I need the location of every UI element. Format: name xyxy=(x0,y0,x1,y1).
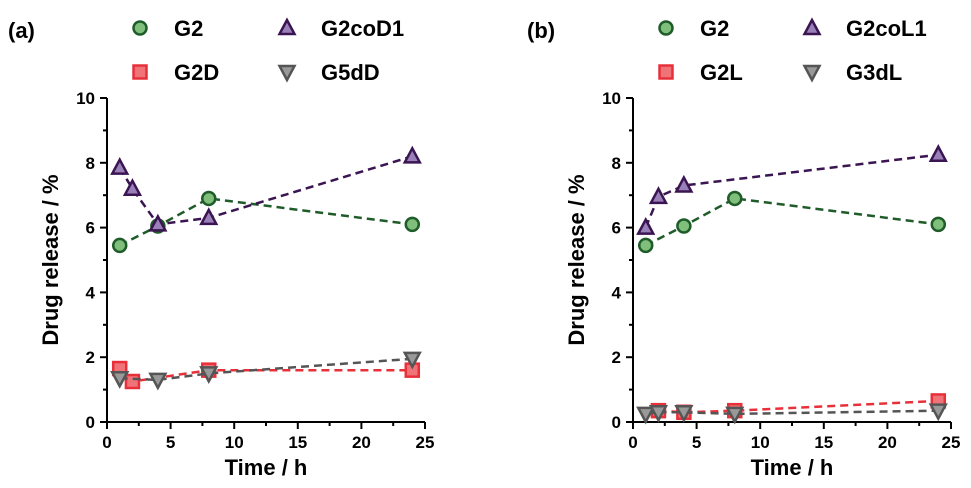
series-g2l xyxy=(650,393,947,421)
data-point-g2 xyxy=(111,237,128,254)
data-point-g2col1 xyxy=(648,186,669,205)
y-tick-label: 0 xyxy=(86,413,95,432)
y-axis-title: Drug release / % xyxy=(564,174,589,345)
y-tick-label: 4 xyxy=(612,283,622,302)
legend-label-g2l: G2L xyxy=(700,60,743,85)
x-tick-label: 0 xyxy=(102,433,111,452)
legend-marker-g2 xyxy=(132,20,148,36)
data-point-g2 xyxy=(727,190,743,207)
data-point-g5dd xyxy=(110,371,130,389)
data-point-g2d xyxy=(124,373,141,390)
legend-marker-g3dl xyxy=(802,64,822,83)
legend-marker-g2l xyxy=(658,64,674,80)
x-tick-label: 5 xyxy=(692,433,701,452)
data-point-g3dl xyxy=(725,406,745,425)
legend-label-g2: G2 xyxy=(700,16,729,41)
panel-label: (b) xyxy=(527,18,555,43)
legend-label-g2cod1: G2coD1 xyxy=(321,16,404,41)
series-line-g2cod1 xyxy=(118,155,413,226)
panel-a: (a) G2 G2coD1 G2D G5dD 0 5 10 15 20 25 0 2 4 6 8 10 Time … xyxy=(8,16,434,480)
series-line-g2 xyxy=(119,197,413,247)
series-g2cod1 xyxy=(110,145,422,232)
panel-label: (a) xyxy=(8,18,35,43)
y-axis-title: Drug release / % xyxy=(38,174,63,345)
legend-marker-g2 xyxy=(658,20,674,36)
x-tick-label: 20 xyxy=(878,433,897,452)
data-point-g3dl xyxy=(674,405,694,423)
x-tick-label: 25 xyxy=(942,433,961,452)
data-point-g2col1 xyxy=(928,144,948,162)
y-tick-label: 6 xyxy=(86,219,95,238)
legend-label-g2col1: G2coL1 xyxy=(846,16,927,41)
data-point-g2cod1 xyxy=(199,207,219,226)
x-axis-title: Time / h xyxy=(751,455,834,480)
legend-label-g2: G2 xyxy=(174,16,203,41)
series-g5dd xyxy=(110,351,422,391)
y-tick-label: 6 xyxy=(612,219,621,238)
y-tick-label: 2 xyxy=(86,348,95,367)
series-line-g3dl xyxy=(645,409,939,416)
legend-marker-g2col1 xyxy=(802,17,822,36)
y-tick-label: 10 xyxy=(76,89,95,108)
legend-label-g2d: G2D xyxy=(174,60,219,85)
legend-marker-g2cod1 xyxy=(277,17,297,36)
data-point-g2cod1 xyxy=(402,145,422,164)
legend-marker-g2d xyxy=(132,64,148,80)
data-point-g2cod1 xyxy=(122,178,143,196)
series-g3dl xyxy=(636,403,948,425)
data-point-g2col1 xyxy=(636,216,656,235)
data-point-g2 xyxy=(676,218,692,234)
data-point-g2col1 xyxy=(674,174,694,193)
x-tick-label: 10 xyxy=(751,433,770,452)
legend-label-g5dd: G5dD xyxy=(321,60,380,85)
y-tick-label: 10 xyxy=(602,89,621,108)
x-tick-label: 20 xyxy=(352,433,371,452)
y-tick-label: 8 xyxy=(612,154,621,173)
series-line-g2 xyxy=(645,197,939,247)
data-point-g2cod1 xyxy=(110,157,130,175)
data-point-g5dd xyxy=(402,351,422,370)
y-tick-label: 4 xyxy=(86,283,96,302)
data-point-g2 xyxy=(404,216,421,233)
y-tick-label: 8 xyxy=(86,154,95,173)
data-point-g2cod1 xyxy=(148,213,168,232)
data-point-g5dd xyxy=(199,366,219,385)
series-line-g2col1 xyxy=(644,153,939,229)
x-tick-label: 10 xyxy=(225,433,244,452)
x-tick-label: 15 xyxy=(814,433,833,452)
data-point-g2 xyxy=(930,216,947,233)
data-point-g5dd xyxy=(148,372,168,391)
series-g2 xyxy=(637,190,947,254)
legend-marker-g5dd xyxy=(277,64,297,83)
y-tick-label: 0 xyxy=(612,413,621,432)
x-tick-label: 5 xyxy=(166,433,175,452)
series-g2col1 xyxy=(636,144,948,235)
data-point-g2 xyxy=(201,190,217,207)
y-tick-label: 2 xyxy=(612,348,621,367)
x-tick-label: 15 xyxy=(288,433,307,452)
legend-label-g3dl: G3dL xyxy=(846,60,902,85)
panel-b: (b) G2 G2coL1 G2L G3dL 0 5 10 15 20 25 0 2 4 6 8 10 Time … xyxy=(527,16,960,480)
data-point-g3dl xyxy=(636,406,656,425)
data-point-g3dl xyxy=(648,405,669,423)
x-axis-title: Time / h xyxy=(225,455,308,480)
x-tick-label: 25 xyxy=(416,433,435,452)
data-point-g2 xyxy=(637,237,654,254)
data-point-g3dl xyxy=(928,403,948,422)
series-line-g2d xyxy=(118,367,413,383)
series-line-g5dd xyxy=(119,357,413,382)
x-tick-label: 0 xyxy=(628,433,637,452)
